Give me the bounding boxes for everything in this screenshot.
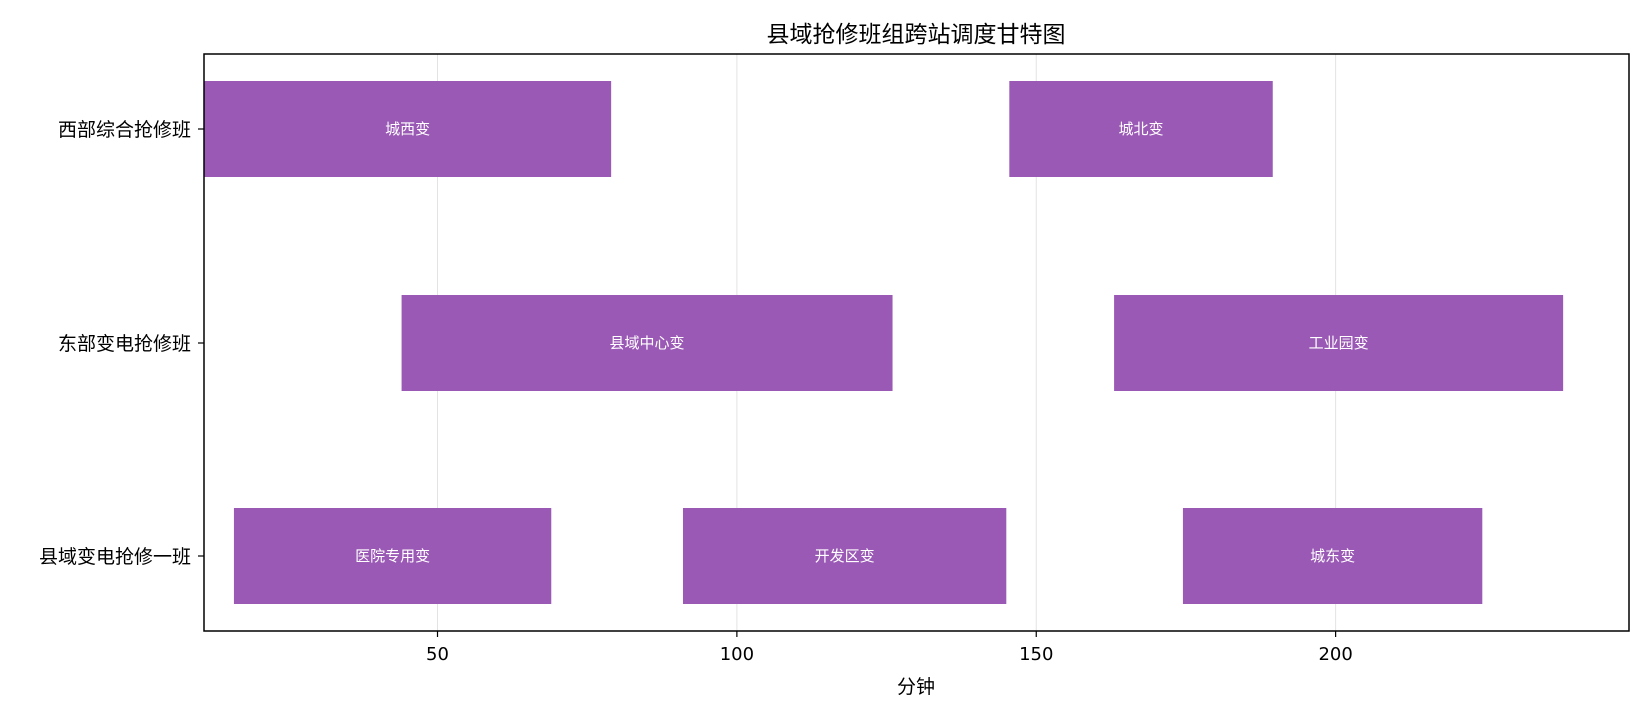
y-tick-label: 县域变电抢修一班 <box>39 546 191 568</box>
gantt-bar <box>401 295 893 391</box>
gantt-bar <box>1009 81 1273 177</box>
gantt-bar <box>233 508 552 604</box>
bar-label: 开发区变 <box>815 547 875 565</box>
gantt-bar <box>1114 295 1564 391</box>
bar-label: 医院专用变 <box>355 547 430 565</box>
gantt-bar <box>204 81 612 177</box>
gantt-bar <box>682 508 1007 604</box>
gantt-bar <box>1182 508 1483 604</box>
chart-title: 县域抢修班组跨站调度甘特图 <box>767 22 1066 48</box>
y-tick-label: 东部变电抢修班 <box>58 333 191 355</box>
x-tick-label: 150 <box>1019 644 1053 665</box>
x-axis-label: 分钟 <box>897 676 935 698</box>
x-axis: 50 100 150 200 <box>426 631 1353 665</box>
x-tick-label: 200 <box>1318 644 1352 665</box>
bar-label: 城北变 <box>1119 120 1164 138</box>
bar-label: 工业园变 <box>1309 334 1369 352</box>
x-tick-label: 100 <box>720 644 754 665</box>
y-tick-label: 西部综合抢修班 <box>58 119 191 141</box>
x-tick-label: 50 <box>426 644 449 665</box>
bar-label: 城西变 <box>385 120 430 138</box>
bar-label: 县域中心变 <box>610 334 685 352</box>
bar-label: 城东变 <box>1310 547 1355 565</box>
